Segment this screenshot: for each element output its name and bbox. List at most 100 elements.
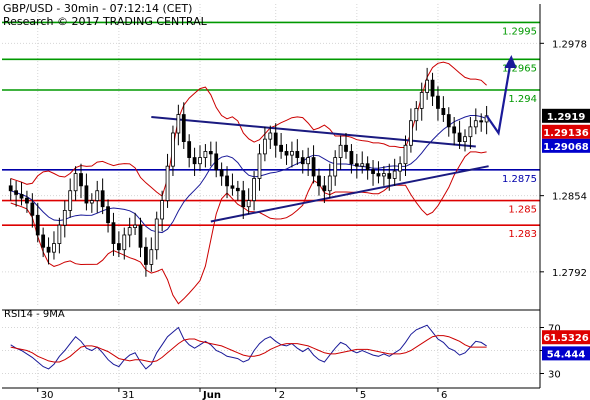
x-tick-label: Jun xyxy=(202,390,221,400)
candle-body xyxy=(479,120,484,123)
rsi-title: RSI14 - 9MA xyxy=(4,309,65,320)
candle-body xyxy=(57,224,62,244)
candle-body xyxy=(192,157,197,165)
candle-body xyxy=(381,173,386,177)
candle-body xyxy=(430,79,435,97)
candle-body xyxy=(160,200,165,220)
candle-body xyxy=(149,249,154,265)
candle-body xyxy=(35,214,40,236)
candle-body xyxy=(111,222,116,244)
candle-body xyxy=(122,234,127,251)
moving-average-line xyxy=(10,115,487,234)
candle-body xyxy=(165,165,170,201)
candle-body xyxy=(68,190,73,211)
projection-path xyxy=(485,62,512,136)
candle-body xyxy=(398,163,402,172)
candle-body xyxy=(133,224,137,228)
candle-body xyxy=(371,169,375,174)
rsi-ma-line xyxy=(10,335,487,363)
candle-body xyxy=(84,185,89,204)
candle-body xyxy=(73,173,78,192)
price-badges: 1.2919 1.29136 1.29068 61.5326 54.444 xyxy=(542,108,590,361)
candle-body xyxy=(106,206,110,224)
candle-body xyxy=(409,120,413,146)
candle-body xyxy=(89,200,94,204)
candle-body xyxy=(473,120,478,128)
x-tick-label: 30 xyxy=(41,390,54,400)
candle-body xyxy=(290,151,294,156)
candle-body xyxy=(436,95,440,109)
candle-body xyxy=(463,136,467,143)
candle-body xyxy=(392,170,397,179)
candlesticks xyxy=(8,67,489,277)
candle-body xyxy=(349,151,354,165)
candle-body xyxy=(214,153,219,171)
candle-body xyxy=(8,185,13,192)
candle-body xyxy=(295,151,300,158)
candle-body xyxy=(263,138,267,155)
level-label: 1.2875 xyxy=(502,174,537,185)
candle-body xyxy=(311,157,316,177)
candle-body xyxy=(414,108,419,122)
candle-body xyxy=(252,178,256,201)
candle-body xyxy=(317,175,321,187)
trend-line-lower xyxy=(210,165,489,223)
candle-body xyxy=(176,114,181,134)
level-label: 1.285 xyxy=(508,205,537,216)
candle-body xyxy=(19,194,24,199)
candle-body xyxy=(419,92,424,109)
level-label: 1.283 xyxy=(508,229,537,240)
candle-body xyxy=(198,157,202,165)
x-tick-label: 2 xyxy=(279,390,285,400)
candle-body xyxy=(187,141,192,158)
candle-body xyxy=(279,144,283,152)
chart-header-copyright: Research © 2017 TRADING CENTRAL xyxy=(3,15,207,28)
badge-rsi-bg xyxy=(542,346,590,361)
candle-body xyxy=(46,246,51,253)
candle-body xyxy=(306,157,311,165)
level-label: 1.2995 xyxy=(502,26,537,37)
candle-body xyxy=(452,126,457,134)
candle-body xyxy=(208,151,213,155)
candle-body xyxy=(338,144,343,158)
candle-body xyxy=(344,144,348,152)
candle-body xyxy=(203,151,208,158)
candle-body xyxy=(333,157,338,177)
candle-body xyxy=(300,157,305,165)
badge-last-price-bg xyxy=(542,108,590,123)
candle-body xyxy=(360,163,365,167)
candle-body xyxy=(14,190,18,195)
candle-body xyxy=(225,175,229,187)
rsi-line xyxy=(10,324,487,370)
badge-rsi-ma-bg xyxy=(542,330,590,345)
x-tick-label: 6 xyxy=(441,390,447,400)
candle-body xyxy=(365,163,370,171)
candle-body xyxy=(62,209,67,226)
y-tick-label: 1.2978 xyxy=(552,39,587,50)
candle-body xyxy=(52,243,56,253)
candle-body xyxy=(322,185,327,192)
candle-body xyxy=(235,187,240,192)
candle-body xyxy=(257,153,262,179)
candle-body xyxy=(327,175,332,192)
level-label: 1.2965 xyxy=(502,63,537,74)
badge-last-price-label: 1.2919 xyxy=(547,112,586,123)
candle-body xyxy=(116,243,121,251)
candle-body xyxy=(354,163,359,167)
badge-upper-band-label: 1.29136 xyxy=(543,128,589,139)
y-tick-label: 1.2792 xyxy=(552,268,587,279)
candle-body xyxy=(387,173,392,179)
badge-moving-average-label: 1.29068 xyxy=(543,142,589,153)
candle-body xyxy=(171,132,175,167)
candle-body xyxy=(446,114,451,128)
candle-body xyxy=(241,190,246,208)
rsi-panel: RSI14 - 9MA xyxy=(2,309,540,374)
candle-body xyxy=(144,246,148,265)
candle-body xyxy=(425,79,430,93)
candle-body xyxy=(181,114,186,142)
candle-body xyxy=(230,185,235,189)
candle-body xyxy=(100,190,105,208)
